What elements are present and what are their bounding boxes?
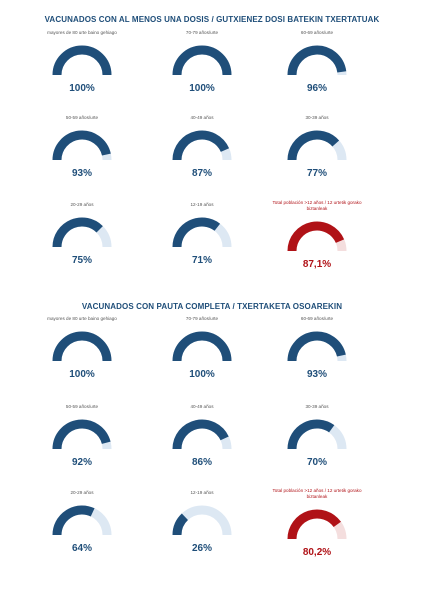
gauge-total: Total población >12 años / 12 urtetik go… <box>262 488 372 580</box>
gauge-arc-chart <box>172 419 232 450</box>
gauge-value-arc <box>287 130 340 161</box>
gauge-label: 60-69 años/urte <box>300 30 334 35</box>
gauge-value: 93% <box>71 168 92 179</box>
gauge-age-group: 60-69 años/urte 96% <box>262 30 372 120</box>
gauge-value-arc <box>172 331 232 362</box>
gauge-value: 92% <box>71 457 92 468</box>
gauge-value-arc <box>287 419 335 450</box>
gauge-label: 12-19 años <box>190 202 214 207</box>
gauge-age-group: 50-59 años/urte 93% <box>27 115 137 205</box>
gauge-label: Total población >12 años / 12 urtetik go… <box>272 200 362 211</box>
gauge-arc-chart <box>52 505 112 536</box>
gauge-value: 70% <box>306 457 327 468</box>
gauge-value: 100% <box>189 83 215 94</box>
gauge-value-arc <box>52 45 112 76</box>
gauge-value: 96% <box>306 83 327 94</box>
gauge-label: 12-19 años <box>190 490 214 495</box>
gauge-arc-chart <box>287 331 347 362</box>
gauge-age-group: 70-79 años/urte 100% <box>147 30 257 120</box>
gauge-value-arc <box>287 45 347 76</box>
gauge-age-group: 20-29 años 75% <box>27 202 137 292</box>
gauge-value: 100% <box>189 369 215 380</box>
gauge-value-arc <box>52 217 103 248</box>
gauge-label: 20-29 años <box>70 202 94 207</box>
gauge-arc-chart <box>172 130 232 161</box>
gauge-value-arc <box>52 331 112 362</box>
gauge-arc-chart <box>172 45 232 76</box>
gauge-label: 40-49 años <box>190 404 214 409</box>
gauge-value-arc <box>172 217 221 248</box>
gauge-arc-chart <box>52 45 112 76</box>
gauge-value: 64% <box>71 543 92 554</box>
gauge-label: 30-39 años <box>305 115 329 120</box>
gauge-age-group: 60-69 años/urte 93% <box>262 316 372 406</box>
gauge-label: 30-39 años <box>305 404 329 409</box>
gauge-label: 70-79 años/urte <box>185 30 219 35</box>
gauge-label: 20-29 años <box>70 490 94 495</box>
gauge-value-arc <box>52 419 111 450</box>
section-title-one-dose: VACUNADOS CON AL MENOS UNA DOSIS / GUTXI… <box>44 15 380 24</box>
gauge-label: 70-79 años/urte <box>185 316 219 321</box>
gauge-label: 50-59 años/urte <box>65 404 99 409</box>
gauge-arc-chart <box>172 505 232 536</box>
gauge-label: mayores de 80 urte baino gehiago <box>47 316 117 321</box>
gauge-age-group: 12-19 años 71% <box>147 202 257 292</box>
gauge-value-arc <box>52 505 95 536</box>
gauge-total: Total población >12 años / 12 urtetik go… <box>262 200 372 292</box>
gauge-label: 40-49 años <box>190 115 214 120</box>
gauge-value: 93% <box>306 369 327 380</box>
gauge-arc-chart <box>52 419 112 450</box>
gauge-arc-chart <box>52 217 112 248</box>
gauge-age-group: 40-49 años 86% <box>147 404 257 494</box>
gauge-label: 50-59 años/urte <box>65 115 99 120</box>
gauge-age-group: 12-19 años 26% <box>147 490 257 580</box>
gauge-arc-chart <box>52 331 112 362</box>
gauge-arc-chart <box>172 331 232 362</box>
gauge-value-arc <box>52 130 111 161</box>
gauge-age-group: 40-49 años 87% <box>147 115 257 205</box>
gauge-value: 86% <box>191 457 212 468</box>
gauge-value-arc <box>172 419 229 450</box>
gauge-age-group: mayores de 80 urte baino gehiago 100% <box>27 316 137 406</box>
gauge-arc-chart <box>172 217 232 248</box>
gauge-value-arc <box>172 45 232 76</box>
gauge-value: 26% <box>191 543 212 554</box>
gauge-age-group: 70-79 años/urte 100% <box>147 316 257 406</box>
gauge-value-arc <box>172 130 230 161</box>
gauge-arc-chart <box>52 130 112 161</box>
gauge-value: 77% <box>306 168 327 179</box>
gauge-value: 100% <box>69 369 95 380</box>
gauge-value: 75% <box>71 255 92 266</box>
gauge-label: Total población >12 años / 12 urtetik go… <box>272 488 362 499</box>
gauge-value-arc <box>287 331 346 362</box>
gauge-arc-chart <box>287 419 347 450</box>
gauge-age-group: 50-59 años/urte 92% <box>27 404 137 494</box>
gauge-value: 87% <box>191 168 212 179</box>
gauge-label: 60-69 años/urte <box>300 316 334 321</box>
gauge-arc-chart <box>287 45 347 76</box>
gauge-value: 100% <box>69 83 95 94</box>
gauge-age-group: 30-39 años 77% <box>262 115 372 205</box>
gauge-age-group: mayores de 80 urte baino gehiago 100% <box>27 30 137 120</box>
section-title-full-schedule: VACUNADOS CON PAUTA COMPLETA / TXERTAKET… <box>81 302 343 311</box>
gauge-value: 87,1% <box>302 259 332 270</box>
gauge-arc-chart <box>287 221 347 252</box>
gauge-value-arc <box>172 513 189 536</box>
gauge-label: mayores de 80 urte baino gehiago <box>47 30 117 35</box>
gauge-value-arc <box>287 221 345 252</box>
gauge-arc-chart <box>287 130 347 161</box>
gauge-value-arc <box>287 509 341 540</box>
gauge-arc-chart <box>287 509 347 540</box>
gauge-age-group: 30-39 años 70% <box>262 404 372 494</box>
gauge-value: 80,2% <box>302 547 332 558</box>
gauge-value: 71% <box>191 255 212 266</box>
gauge-age-group: 20-29 años 64% <box>27 490 137 580</box>
